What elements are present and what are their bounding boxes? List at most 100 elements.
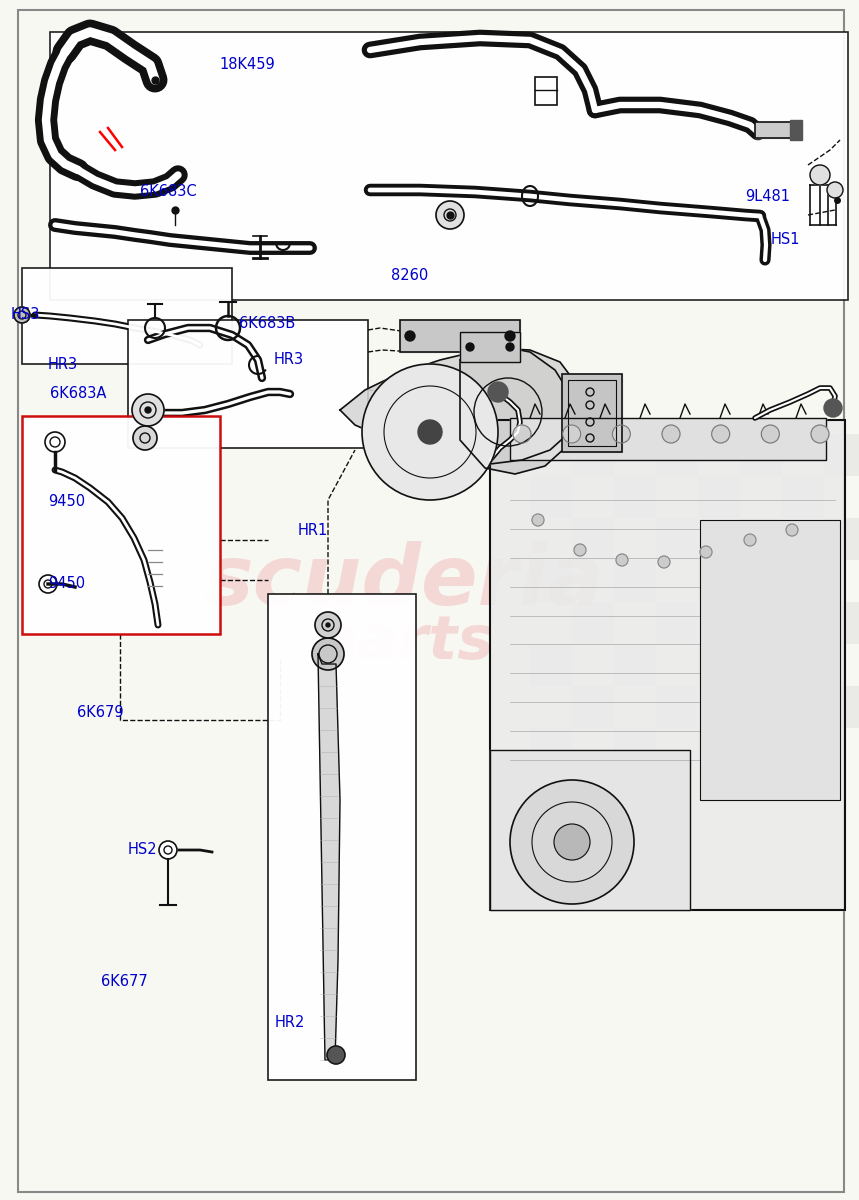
Circle shape — [448, 214, 452, 217]
Circle shape — [811, 425, 829, 443]
Circle shape — [505, 331, 515, 341]
Bar — [782, 644, 824, 686]
Bar — [128, 320, 368, 448]
Bar — [22, 268, 232, 364]
Bar — [400, 320, 520, 352]
Circle shape — [45, 432, 65, 452]
Bar — [755, 122, 793, 138]
Text: 6K679: 6K679 — [77, 706, 124, 720]
Bar — [740, 434, 782, 476]
Text: HS1: HS1 — [771, 233, 800, 247]
Bar — [572, 518, 614, 560]
Circle shape — [327, 1046, 345, 1064]
Bar — [530, 728, 572, 770]
Circle shape — [326, 623, 330, 626]
Bar — [400, 320, 520, 352]
Circle shape — [711, 425, 729, 443]
Circle shape — [39, 575, 57, 593]
Bar — [460, 332, 520, 362]
Bar — [562, 374, 622, 452]
Circle shape — [506, 343, 514, 350]
Bar — [530, 560, 572, 602]
Bar — [572, 686, 614, 728]
Bar — [530, 644, 572, 686]
Bar — [782, 728, 824, 770]
Bar — [700, 520, 840, 800]
Text: HS3: HS3 — [10, 307, 40, 322]
Circle shape — [786, 524, 798, 536]
Bar — [698, 728, 740, 770]
Bar — [535, 77, 557, 104]
Bar — [614, 476, 656, 518]
Bar — [824, 434, 859, 476]
Text: 6K683B: 6K683B — [239, 317, 295, 331]
Bar — [755, 122, 793, 138]
Bar — [614, 644, 656, 686]
Polygon shape — [318, 654, 340, 1060]
Circle shape — [810, 164, 830, 185]
Circle shape — [405, 331, 415, 341]
Circle shape — [133, 426, 157, 450]
Bar — [782, 476, 824, 518]
Bar — [740, 602, 782, 644]
Bar — [656, 686, 698, 728]
Circle shape — [744, 534, 756, 546]
Bar — [824, 686, 859, 728]
Bar — [50, 32, 848, 300]
Bar — [572, 434, 614, 476]
Circle shape — [159, 841, 177, 859]
Bar — [824, 602, 859, 644]
Text: HR3: HR3 — [273, 353, 303, 367]
Bar — [490, 750, 690, 910]
Circle shape — [662, 425, 680, 443]
Text: HR2: HR2 — [275, 1015, 305, 1030]
Circle shape — [436, 200, 464, 229]
Text: scuderia: scuderia — [204, 541, 604, 623]
Circle shape — [466, 343, 474, 350]
Bar — [656, 434, 698, 476]
Text: 6K683A: 6K683A — [50, 386, 107, 401]
Bar — [510, 418, 826, 460]
Bar — [698, 644, 740, 686]
Bar — [614, 560, 656, 602]
Text: 18K459: 18K459 — [219, 58, 275, 72]
Circle shape — [827, 182, 843, 198]
Circle shape — [145, 407, 151, 413]
Circle shape — [700, 546, 712, 558]
Circle shape — [315, 612, 341, 638]
Circle shape — [824, 398, 842, 416]
Bar — [510, 418, 826, 460]
Circle shape — [362, 364, 498, 500]
Circle shape — [658, 556, 670, 568]
Circle shape — [554, 824, 590, 860]
Bar — [568, 380, 616, 446]
Text: HS2: HS2 — [127, 842, 156, 857]
Circle shape — [418, 420, 442, 444]
Circle shape — [488, 382, 508, 402]
Bar — [790, 120, 802, 140]
Bar — [698, 476, 740, 518]
Circle shape — [574, 544, 586, 556]
Circle shape — [132, 394, 164, 426]
Bar — [740, 518, 782, 560]
Circle shape — [312, 638, 344, 670]
Bar — [700, 520, 840, 800]
Polygon shape — [460, 346, 575, 474]
Bar — [824, 518, 859, 560]
Text: 9450: 9450 — [48, 576, 85, 590]
Text: 8260: 8260 — [391, 269, 428, 283]
Bar — [490, 420, 845, 910]
Bar — [562, 374, 622, 452]
Circle shape — [616, 554, 628, 566]
Circle shape — [513, 425, 531, 443]
Bar — [268, 594, 416, 1080]
Bar — [614, 728, 656, 770]
Bar — [530, 476, 572, 518]
Bar — [22, 416, 220, 634]
Circle shape — [14, 307, 30, 323]
Bar — [572, 602, 614, 644]
Text: 9450: 9450 — [48, 494, 85, 509]
Text: 6K683C: 6K683C — [140, 185, 197, 199]
Text: 9L481: 9L481 — [746, 190, 790, 204]
Polygon shape — [340, 348, 578, 464]
